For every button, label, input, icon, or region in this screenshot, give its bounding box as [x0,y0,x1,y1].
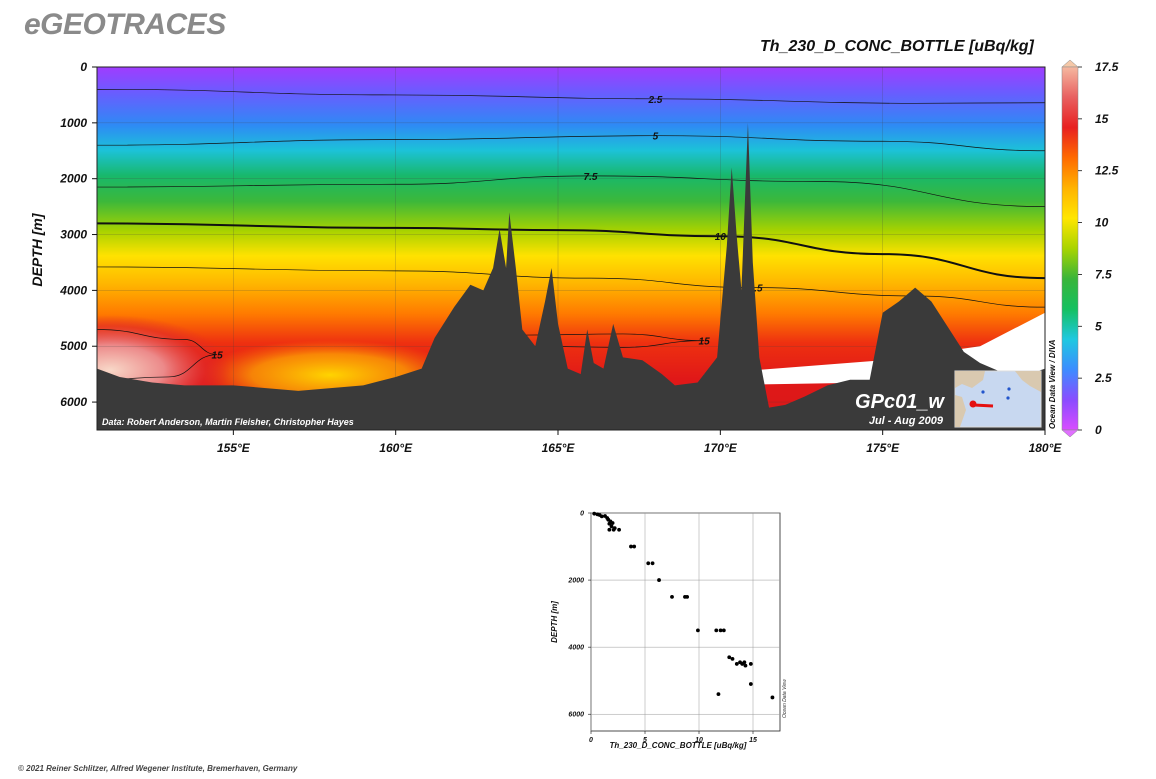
x-tick-label: 180°E [1029,441,1063,455]
contour-line-1 [97,135,1045,152]
scatter-point [685,594,690,599]
contour-label-1: 5 [653,132,659,143]
y-axis: 0 1000 2000 3000 4000 5000 6000 [59,60,97,409]
colorbar-tick-label: 0 [1095,423,1102,437]
scatter-point [742,660,747,665]
scatter-point [727,655,732,660]
y-tick-label: 4000 [59,283,87,297]
scatter-y-tick: 6000 [568,712,584,719]
cruise-name: GPc01_w [855,391,945,413]
scatter-point [611,527,616,532]
station-map-inset [954,370,1042,428]
y-tick-label: 6000 [60,395,87,409]
scatter-point [607,527,612,532]
scatter-point [599,514,604,519]
contour-line-3 [97,222,1045,280]
x-tick-label: 155°E [217,441,251,455]
scatter-point [607,521,612,526]
scatter-point [646,561,651,566]
scatter-y-tick: 0 [580,511,584,518]
section-title: Th_230_D_CONC_BOTTLE [uBq/kg] [760,38,1034,55]
scatter-point [696,628,700,633]
scatter-grid [590,512,780,731]
scatter-point [670,594,674,599]
contour-line-6 [97,329,218,381]
colorbar-tick-label: 7.5 [1095,267,1112,281]
y-tick-label: 2000 [59,172,87,186]
colorbar: 0 2.5 5 7.5 10 12.5 15 17.5 [1061,59,1119,438]
scatter-point [748,682,753,686]
y-tick-label: 0 [80,60,87,74]
bathymetry [97,122,1045,430]
colorbar-tick-label: 2.5 [1094,371,1112,385]
contour-label-5: 15 [699,337,711,348]
scatter-point [632,544,637,549]
x-tick-label: 160°E [379,441,413,455]
colorbar-tick-label: 5 [1095,319,1102,333]
data-credit: Data: Robert Anderson, Martin Fleisher, … [102,417,354,427]
scatter-axes: 0 5 10 15 0 2000 4000 6000 [567,511,757,745]
y-tick-label: 1000 [60,116,87,130]
scatter-point [657,578,661,582]
contour-label-0: 2.5 [647,95,662,106]
contour-line-2 [97,175,1045,207]
odv-diva-label: Ocean Data View / DIVA [1048,339,1057,429]
scatter-x-tick: 10 [695,737,703,744]
scatter-point [629,544,633,549]
y-axis-label: DEPTH [m] [29,212,45,286]
scatter-odv-label: Ocean Data View [782,679,788,718]
contour-label-2: 7.5 [584,172,598,183]
scatter-point [617,527,621,532]
app-title: eGEOTRACES [24,8,226,41]
contour-label-6: 15 [212,351,224,362]
scatter-y-tick: 4000 [567,645,584,652]
contour-line-0 [97,88,1045,104]
scatter-point [716,692,721,697]
scatter-point [721,628,726,633]
scatter-point [609,524,614,529]
scatter-point [650,561,655,566]
scatter-point [748,662,753,666]
scatter-point [743,663,748,668]
y-tick-label: 5000 [60,339,87,353]
scatter-plot: 0 5 10 15 0 2000 4000 6000 Th_230_D_CONC_BOTTLE… [550,511,788,751]
x-tick-label: 175°E [866,441,900,455]
colorbar-tick-label: 15 [1095,112,1109,126]
scatter-y-label: DEPTH [m] [550,601,559,643]
plot-frame [96,66,1046,431]
scatter-point [610,521,615,525]
y-tick-label: 3000 [60,228,87,242]
colorbar-tick-label: 12.5 [1095,164,1119,178]
scatter-point [718,628,723,633]
scatter-y-tick: 2000 [567,578,584,585]
copyright: © 2021 Reiner Schlitzer, Alfred Wegener … [18,764,298,773]
scatter-point [730,656,735,661]
scatter-x-tick: 0 [589,737,593,744]
x-tick-label: 165°E [542,441,576,455]
scatter-x-tick: 15 [749,737,757,744]
scatter-points [592,511,775,700]
scatter-point [734,662,739,666]
scatter-point [770,695,775,700]
scatter-point [714,628,719,633]
contour-label-3: 10 [715,232,727,243]
colorbar-tick-label: 17.5 [1095,60,1119,74]
x-tick-label: 170°E [704,441,738,455]
scatter-x-tick: 5 [643,737,647,744]
cruise-date: Jul - Aug 2009 [869,415,944,427]
scatter-x-label: Th_230_D_CONC_BOTTLE [uBq/kg] [610,741,747,750]
scatter-frame [590,512,781,732]
colorbar-tick-label: 10 [1095,216,1109,230]
x-axis: 155°E 160°E 165°E 170°E 175°E 180°E [217,430,1062,455]
section-plot: 2.5 5 7.5 10 12.5 15 15 155°E 160°E 165°E 170°E 17… [29,59,1119,455]
scatter-point [592,511,597,516]
